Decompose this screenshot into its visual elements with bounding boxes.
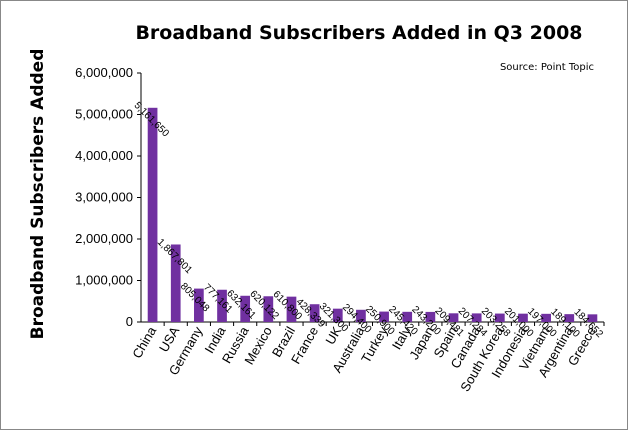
bar-vietnam [541,313,551,322]
y-tick-label: 6,000,000 [75,65,133,80]
y-tick-label: 3,000,000 [75,190,133,205]
bar-indonesia [518,313,528,322]
y-tick-label: 0 [126,314,133,329]
bar-china [147,107,158,322]
bar-turkey [379,311,389,322]
y-tick-label: 2,000,000 [75,231,133,246]
bar-brazil [286,296,297,322]
chart-title: Broadband Subscribers Added in Q3 2008 [135,22,582,44]
bar-australia [356,309,366,322]
bar-south-korea [494,313,505,322]
bar-argentina [564,314,575,322]
chart-source: Source: Point Topic [500,62,594,73]
bar-italy [402,311,413,322]
y-tick-label: 1,000,000 [75,273,133,288]
bar-mexico [263,296,274,322]
bar-canada [471,313,482,322]
bar-france [309,304,320,322]
y-axis-ticks: 0 1,000,000 2,000,000 3,000,000 4,000,000 5,0… [75,65,141,329]
bar-germany [194,288,204,322]
plot-area: 0 1,000,000 2,000,000 3,000,000 4,000,000 5,0… [75,65,605,394]
bar-uk [332,308,343,322]
bar-japan [425,311,436,322]
x-tick-label: China [129,323,159,361]
data-labels-group: 5,161,6501,867,801805,048777,161632,1616… [132,100,605,340]
bars-group [147,107,598,322]
y-tick-label: 5,000,000 [75,107,133,122]
bar-india [217,289,227,322]
bar-usa [170,244,181,322]
y-axis-label: Broadband Subscribers Added [28,49,48,340]
bar-greece [587,314,598,322]
y-tick-label: 4,000,000 [75,148,133,163]
bar-russia [240,295,251,322]
bar-spain [448,313,459,322]
